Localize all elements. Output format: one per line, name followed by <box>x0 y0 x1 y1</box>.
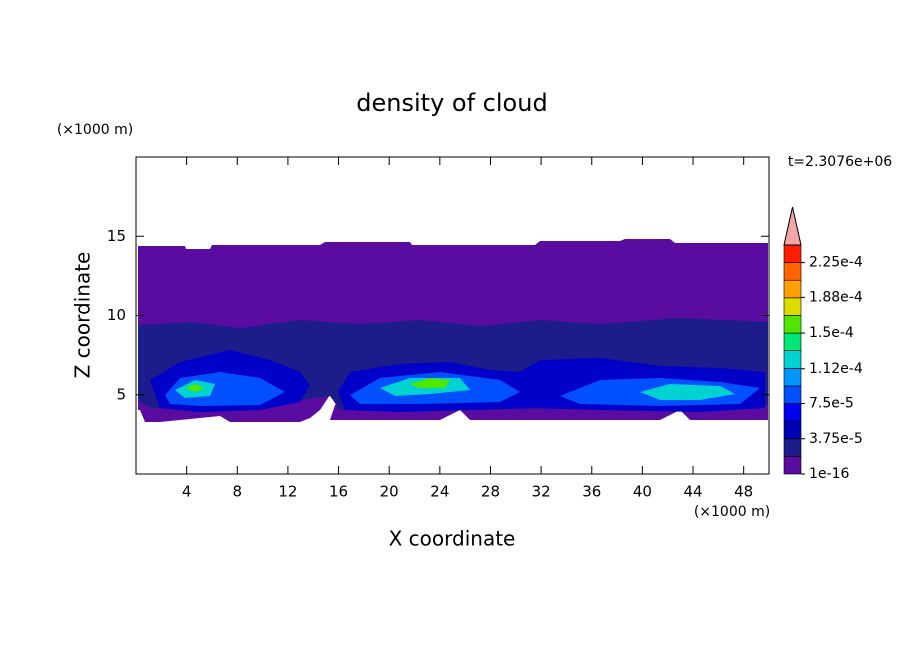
x-tick-label: 16 <box>329 483 348 501</box>
contour-region <box>410 378 450 388</box>
contour-region <box>185 384 205 392</box>
y-tick-label: 10 <box>107 306 126 324</box>
annotation: t=2.3076e+06 <box>788 154 892 170</box>
colorbar-band <box>783 350 802 369</box>
x-tick-label: 8 <box>233 483 243 501</box>
colorbar-band <box>783 332 802 351</box>
x-tick-label: 20 <box>380 483 399 501</box>
colorbar-band <box>783 279 802 299</box>
colorbar-tick-label: 1.12e-4 <box>809 361 863 377</box>
colorbar-band <box>783 262 802 281</box>
contour-field <box>138 239 768 422</box>
colorbar-tick-label: 3.75e-5 <box>809 431 863 447</box>
colorbar-band <box>783 297 802 316</box>
colorbar-band <box>783 368 802 387</box>
x-tick-label: 48 <box>734 483 753 501</box>
chart-title: density of cloud <box>356 89 547 117</box>
y-unit: (×1000 m) <box>57 122 133 138</box>
x-tick-label: 28 <box>481 483 500 501</box>
colorbar-tick-label: 7.5e-5 <box>809 396 854 412</box>
colorbar-band <box>783 456 802 475</box>
colorbar-extend <box>783 206 802 246</box>
x-axis-label: X coordinate <box>389 527 516 551</box>
y-tick-label: 15 <box>107 227 126 245</box>
x-tick-label: 24 <box>430 483 449 501</box>
colorbar-band <box>783 385 802 404</box>
colorbar-band <box>783 420 802 440</box>
colorbar-band <box>783 244 802 263</box>
colorbar-tick-label: 2.25e-4 <box>809 255 863 271</box>
x-tick-label: 32 <box>532 483 551 501</box>
colorbar-band <box>783 403 802 422</box>
y-tick-label: 5 <box>116 385 126 403</box>
x-tick-label: 12 <box>278 483 297 501</box>
x-tick-label: 36 <box>582 483 601 501</box>
x-tick-label: 4 <box>182 483 192 501</box>
x-tick-label: 40 <box>633 483 652 501</box>
colorbar-tick-label: 1.5e-4 <box>809 325 854 341</box>
colorbar-band <box>783 438 802 457</box>
contour-region <box>640 384 735 400</box>
colorbar-band <box>783 315 802 334</box>
colorbar-tick-label: 1e-16 <box>809 466 849 482</box>
x-tick-label: 44 <box>683 483 702 501</box>
y-axis-label: Z coordinate <box>71 252 95 379</box>
colorbar-tick-label: 1.88e-4 <box>809 289 863 305</box>
x-unit: (×1000 m) <box>694 504 770 520</box>
